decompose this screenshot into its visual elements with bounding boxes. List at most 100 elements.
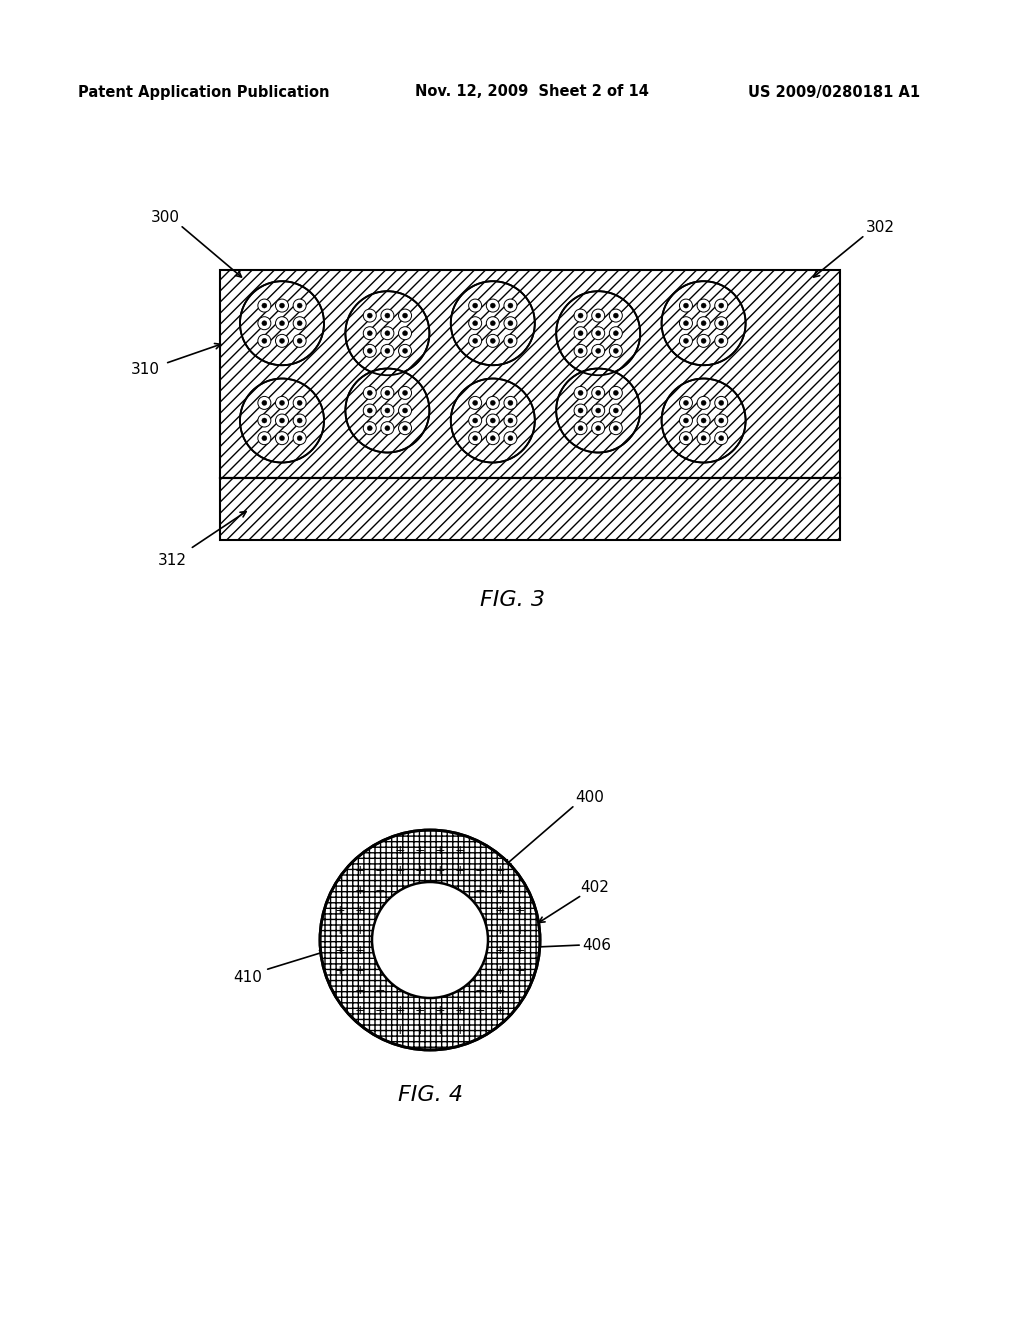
- Circle shape: [592, 421, 605, 434]
- Circle shape: [297, 400, 302, 405]
- Circle shape: [385, 331, 390, 335]
- Text: +: +: [455, 863, 465, 876]
- Circle shape: [680, 300, 692, 312]
- Circle shape: [293, 317, 306, 330]
- Circle shape: [368, 331, 373, 335]
- Text: +: +: [335, 944, 345, 957]
- Circle shape: [680, 396, 692, 409]
- Circle shape: [262, 418, 267, 422]
- Text: +: +: [354, 983, 366, 997]
- Text: +: +: [495, 863, 505, 876]
- Text: +: +: [515, 924, 525, 936]
- Circle shape: [280, 304, 285, 308]
- Circle shape: [579, 408, 583, 413]
- Circle shape: [701, 321, 707, 326]
- Circle shape: [451, 379, 535, 462]
- Text: +: +: [455, 1023, 465, 1036]
- Circle shape: [473, 418, 477, 422]
- Circle shape: [262, 321, 267, 326]
- Circle shape: [368, 425, 373, 430]
- Text: +: +: [354, 883, 366, 896]
- Circle shape: [715, 414, 728, 428]
- Text: FIG. 3: FIG. 3: [479, 590, 545, 610]
- Circle shape: [697, 300, 710, 312]
- Circle shape: [719, 400, 724, 405]
- Circle shape: [486, 396, 500, 409]
- Circle shape: [402, 425, 408, 430]
- Circle shape: [381, 421, 394, 434]
- Circle shape: [280, 436, 285, 441]
- Text: FIG. 4: FIG. 4: [397, 1085, 463, 1105]
- Text: +: +: [495, 883, 505, 896]
- Circle shape: [613, 331, 618, 335]
- Text: +: +: [415, 1003, 425, 1016]
- Circle shape: [680, 432, 692, 445]
- Circle shape: [402, 391, 408, 396]
- Text: +: +: [495, 1003, 505, 1016]
- Text: +: +: [495, 983, 505, 997]
- Circle shape: [385, 313, 390, 318]
- Circle shape: [381, 309, 394, 322]
- Circle shape: [258, 334, 271, 347]
- Circle shape: [662, 379, 745, 462]
- Circle shape: [609, 309, 623, 322]
- Text: +: +: [394, 863, 406, 876]
- Circle shape: [297, 418, 302, 422]
- Text: +: +: [354, 903, 366, 916]
- Circle shape: [398, 421, 412, 434]
- Text: +: +: [354, 1003, 366, 1016]
- Circle shape: [579, 331, 583, 335]
- Text: 310: 310: [130, 362, 160, 378]
- Text: +: +: [515, 944, 525, 957]
- Circle shape: [398, 327, 412, 339]
- Circle shape: [451, 281, 535, 366]
- Circle shape: [469, 300, 481, 312]
- Text: 302: 302: [865, 219, 895, 235]
- Circle shape: [609, 387, 623, 400]
- Circle shape: [486, 432, 500, 445]
- Text: Patent Application Publication: Patent Application Publication: [78, 84, 330, 99]
- Circle shape: [701, 400, 707, 405]
- Text: +: +: [434, 863, 445, 876]
- Circle shape: [258, 300, 271, 312]
- Circle shape: [469, 414, 481, 428]
- Text: +: +: [354, 863, 366, 876]
- Text: +: +: [415, 843, 425, 857]
- Text: +: +: [434, 843, 445, 857]
- Circle shape: [613, 313, 618, 318]
- Circle shape: [579, 348, 583, 354]
- Circle shape: [596, 313, 601, 318]
- Circle shape: [275, 396, 289, 409]
- Circle shape: [719, 338, 724, 343]
- Text: 406: 406: [583, 937, 611, 953]
- Circle shape: [579, 425, 583, 430]
- Text: +: +: [415, 863, 425, 876]
- Circle shape: [592, 309, 605, 322]
- Circle shape: [402, 313, 408, 318]
- Circle shape: [262, 338, 267, 343]
- Circle shape: [579, 391, 583, 396]
- Text: +: +: [515, 964, 525, 977]
- Text: +: +: [434, 1003, 445, 1016]
- Circle shape: [372, 882, 488, 998]
- Circle shape: [258, 432, 271, 445]
- Circle shape: [508, 321, 513, 326]
- Text: Nov. 12, 2009  Sheet 2 of 14: Nov. 12, 2009 Sheet 2 of 14: [415, 84, 649, 99]
- Circle shape: [364, 421, 376, 434]
- Circle shape: [701, 436, 707, 441]
- Circle shape: [275, 432, 289, 445]
- Text: +: +: [354, 964, 366, 977]
- Circle shape: [275, 414, 289, 428]
- Text: +: +: [354, 924, 366, 936]
- Circle shape: [275, 334, 289, 347]
- Circle shape: [662, 281, 745, 366]
- Text: +: +: [495, 903, 505, 916]
- Circle shape: [293, 396, 306, 409]
- Circle shape: [473, 321, 477, 326]
- Text: 300: 300: [151, 210, 179, 224]
- Circle shape: [574, 421, 587, 434]
- Circle shape: [258, 396, 271, 409]
- Circle shape: [262, 304, 267, 308]
- Circle shape: [381, 387, 394, 400]
- Circle shape: [368, 313, 373, 318]
